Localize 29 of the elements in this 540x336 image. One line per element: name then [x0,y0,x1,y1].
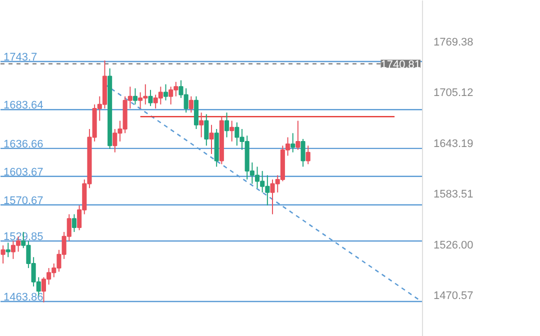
candlestick [0,244,6,264]
ref-line-label: 1570.67 [4,194,44,207]
candlestick [199,112,204,138]
candlestick [204,114,209,146]
ref-line-label: 1740.81 [380,58,421,71]
y-tick-label: 1583.51 [434,188,474,201]
y-tick-label: 1643.19 [434,138,474,150]
candlestick [209,124,214,155]
y-tick-label: 1769.38 [434,36,474,48]
y-tick-label: 1705.12 [434,87,474,100]
candlestick [224,112,230,138]
candlestick [300,138,306,168]
candlestick [188,96,194,114]
ref-line-label: 1603.67 [4,166,44,178]
ref-line-label: 1636.66 [4,138,44,150]
candlestick [6,242,10,258]
candlestick [290,132,296,153]
y-tick-label: 1526.00 [434,239,474,252]
ref-line-label: 1743.7 [4,52,38,64]
ref-line-label: 1463.86 [4,292,44,304]
y-tick-label: 1470.57 [434,290,474,302]
candlestick [306,145,310,165]
candlestick [163,84,168,101]
candlestick [72,214,76,232]
candlestick [230,120,234,142]
candlestick [132,88,138,105]
ref-line-label: 1683.64 [4,100,44,112]
candlestick [296,120,300,150]
candlestick [148,89,153,107]
